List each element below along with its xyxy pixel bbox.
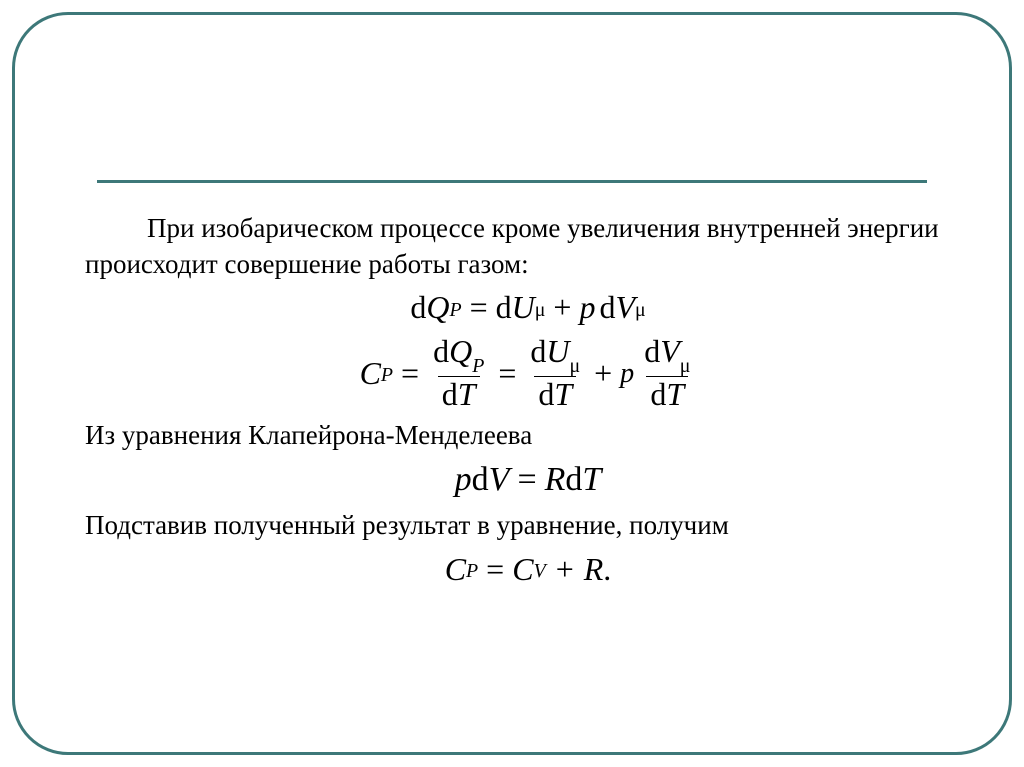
paragraph-2: Из уравнения Клапейрона-Менделеева <box>85 418 971 454</box>
paragraph-3: Подставив полученный результат в уравнен… <box>85 508 971 544</box>
equation-2: CP = dQP dT = dUμ dT + p dVμ dT <box>85 334 971 411</box>
paragraph-1-text: При изобарическом процессе кроме увеличе… <box>85 213 939 279</box>
fraction-dUmu-dT: dUμ dT <box>526 334 584 411</box>
equation-1: dQP = dUμ + pdVμ <box>85 286 971 328</box>
title-divider <box>97 180 927 183</box>
fraction-dVmu-dT: dVμ dT <box>640 334 694 411</box>
equation-3: pdV = RdT <box>85 458 971 503</box>
slide-content: При изобарическом процессе кроме увеличе… <box>85 211 971 596</box>
slide-frame: При изобарическом процессе кроме увеличе… <box>12 12 1012 755</box>
fraction-dQp-dT: dQP dT <box>429 334 488 411</box>
equation-4: CP = CV + R. <box>85 548 971 590</box>
paragraph-1: При изобарическом процессе кроме увеличе… <box>85 211 971 282</box>
